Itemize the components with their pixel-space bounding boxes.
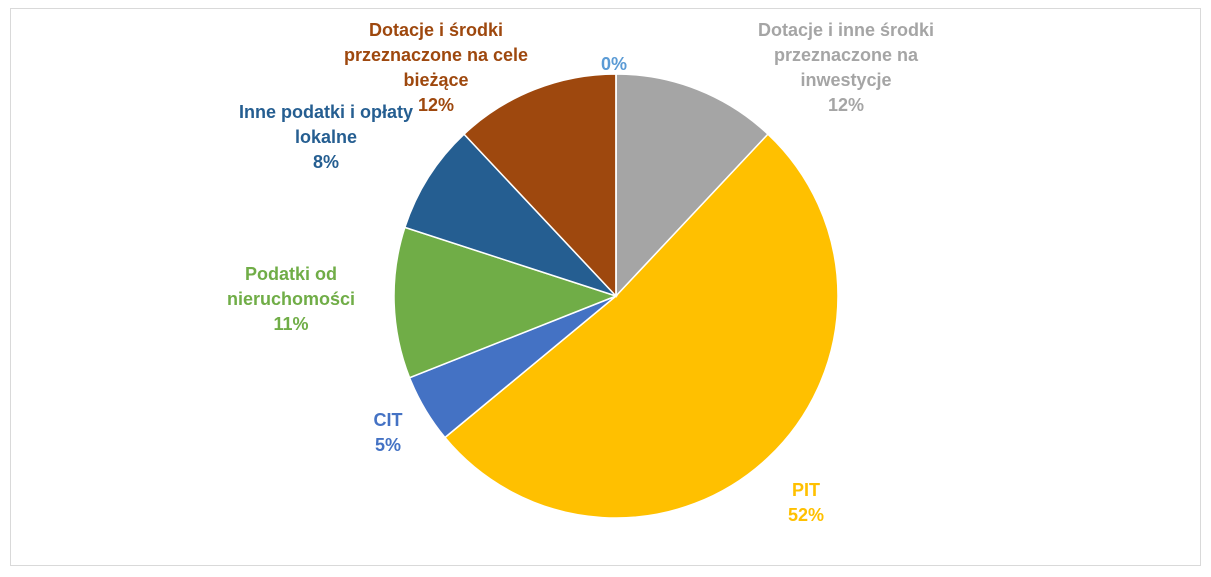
slice-label: 0%: [564, 52, 664, 77]
value-label: 8%: [312, 152, 339, 172]
slice-label: CIT 5%: [338, 408, 438, 458]
pie-slice: [443, 133, 839, 519]
value-label: 12%: [827, 95, 865, 115]
pie-slice: [403, 133, 617, 297]
slice-label: Dotacje i inne środki przeznaczone na in…: [736, 18, 956, 118]
value-label: 0%: [600, 54, 627, 74]
slice-label: Podatki od nieruchomości 11%: [186, 262, 396, 337]
slice-label: PIT 52%: [756, 478, 856, 528]
pie-slice: [462, 73, 617, 298]
category-name: Dotacje i inne środki przeznaczone na in…: [757, 20, 935, 90]
category-name: PIT: [791, 480, 820, 500]
value-label: 11%: [273, 314, 309, 334]
value-label: 52%: [787, 505, 825, 525]
category-name: CIT: [373, 410, 403, 430]
pie-slice: [393, 226, 619, 379]
category-name: Podatki od nieruchomości: [226, 264, 356, 309]
slice-label: Inne podatki i opłaty lokalne 8%: [226, 100, 426, 175]
category-name: Dotacje i środki przeznaczone na cele bi…: [343, 20, 529, 90]
category-name: Inne podatki i opłaty lokalne: [238, 102, 413, 147]
slice-label: Dotacje i środki przeznaczone na cele bi…: [326, 18, 546, 118]
pie-slice: [615, 73, 770, 298]
value-label: 5%: [374, 435, 401, 455]
value-label: 12%: [417, 95, 455, 115]
